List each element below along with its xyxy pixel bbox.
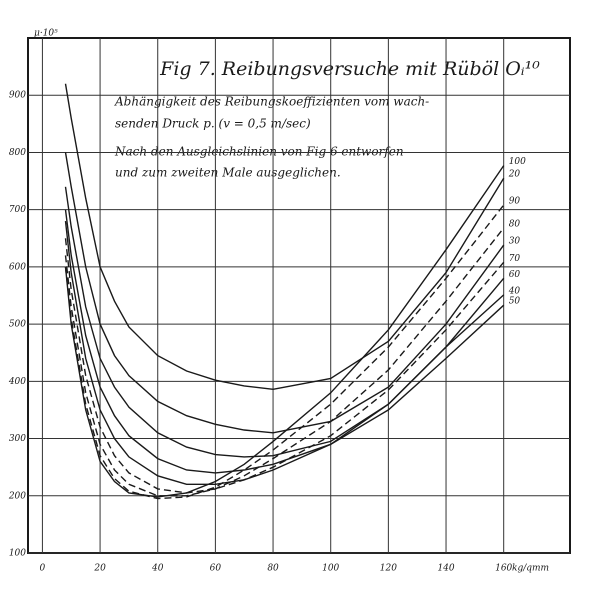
chart-title: Fig 7. Reibungsversuche mit Rüböl Oᵢ¹⁰ [159,58,540,80]
y-tick-label: 500 [9,320,26,330]
line [64,83,505,391]
subtitle: senden Druck p. (v = 0,5 m/sec) [115,117,311,131]
x-tick-label: 160 [495,564,512,574]
x-tick-label: 80 [267,564,279,574]
x-tick-label: 20 [93,564,106,574]
line [64,204,505,500]
series-label: 100 [509,157,526,167]
series-label: 80 [509,219,521,229]
series-label: 60 [509,270,521,280]
y-tick-label: 400 [8,377,26,387]
line [64,209,505,474]
y-tick-label: 600 [9,262,26,272]
x-tick-label: 0 [40,564,46,574]
y-tick-label: 200 [8,491,26,501]
series-label: 50 [509,297,521,307]
x-tick-label: 140 [437,564,454,574]
series-label: 20 [508,170,521,180]
y-tick-label: 700 [9,205,26,215]
y-tick-label: 300 [9,434,26,444]
y-tick-label: 800 [9,148,26,158]
x-axis-label: kg/qmm [512,564,549,574]
line [64,227,505,497]
subtitle: Abhängigkeit des Reibungskoeffizienten v… [114,95,429,109]
x-tick-label: 40 [151,564,164,574]
series-label: 90 [509,197,521,207]
line [64,186,505,458]
series-label: 40 [508,286,521,296]
x-tick-label: 120 [380,564,397,574]
x-tick-label: 100 [322,564,339,574]
line [64,152,505,434]
line [64,221,505,485]
y-tick-label: 100 [9,549,26,559]
y-axis-label: μ·10⁵ [34,29,58,39]
series-label: 30 [509,237,521,247]
subtitle: und zum zweiten Male ausgeglichen. [115,166,341,180]
line [64,165,505,498]
y-tick-label: 900 [9,91,26,101]
x-tick-label: 60 [210,564,222,574]
series-label: 70 [509,254,521,264]
